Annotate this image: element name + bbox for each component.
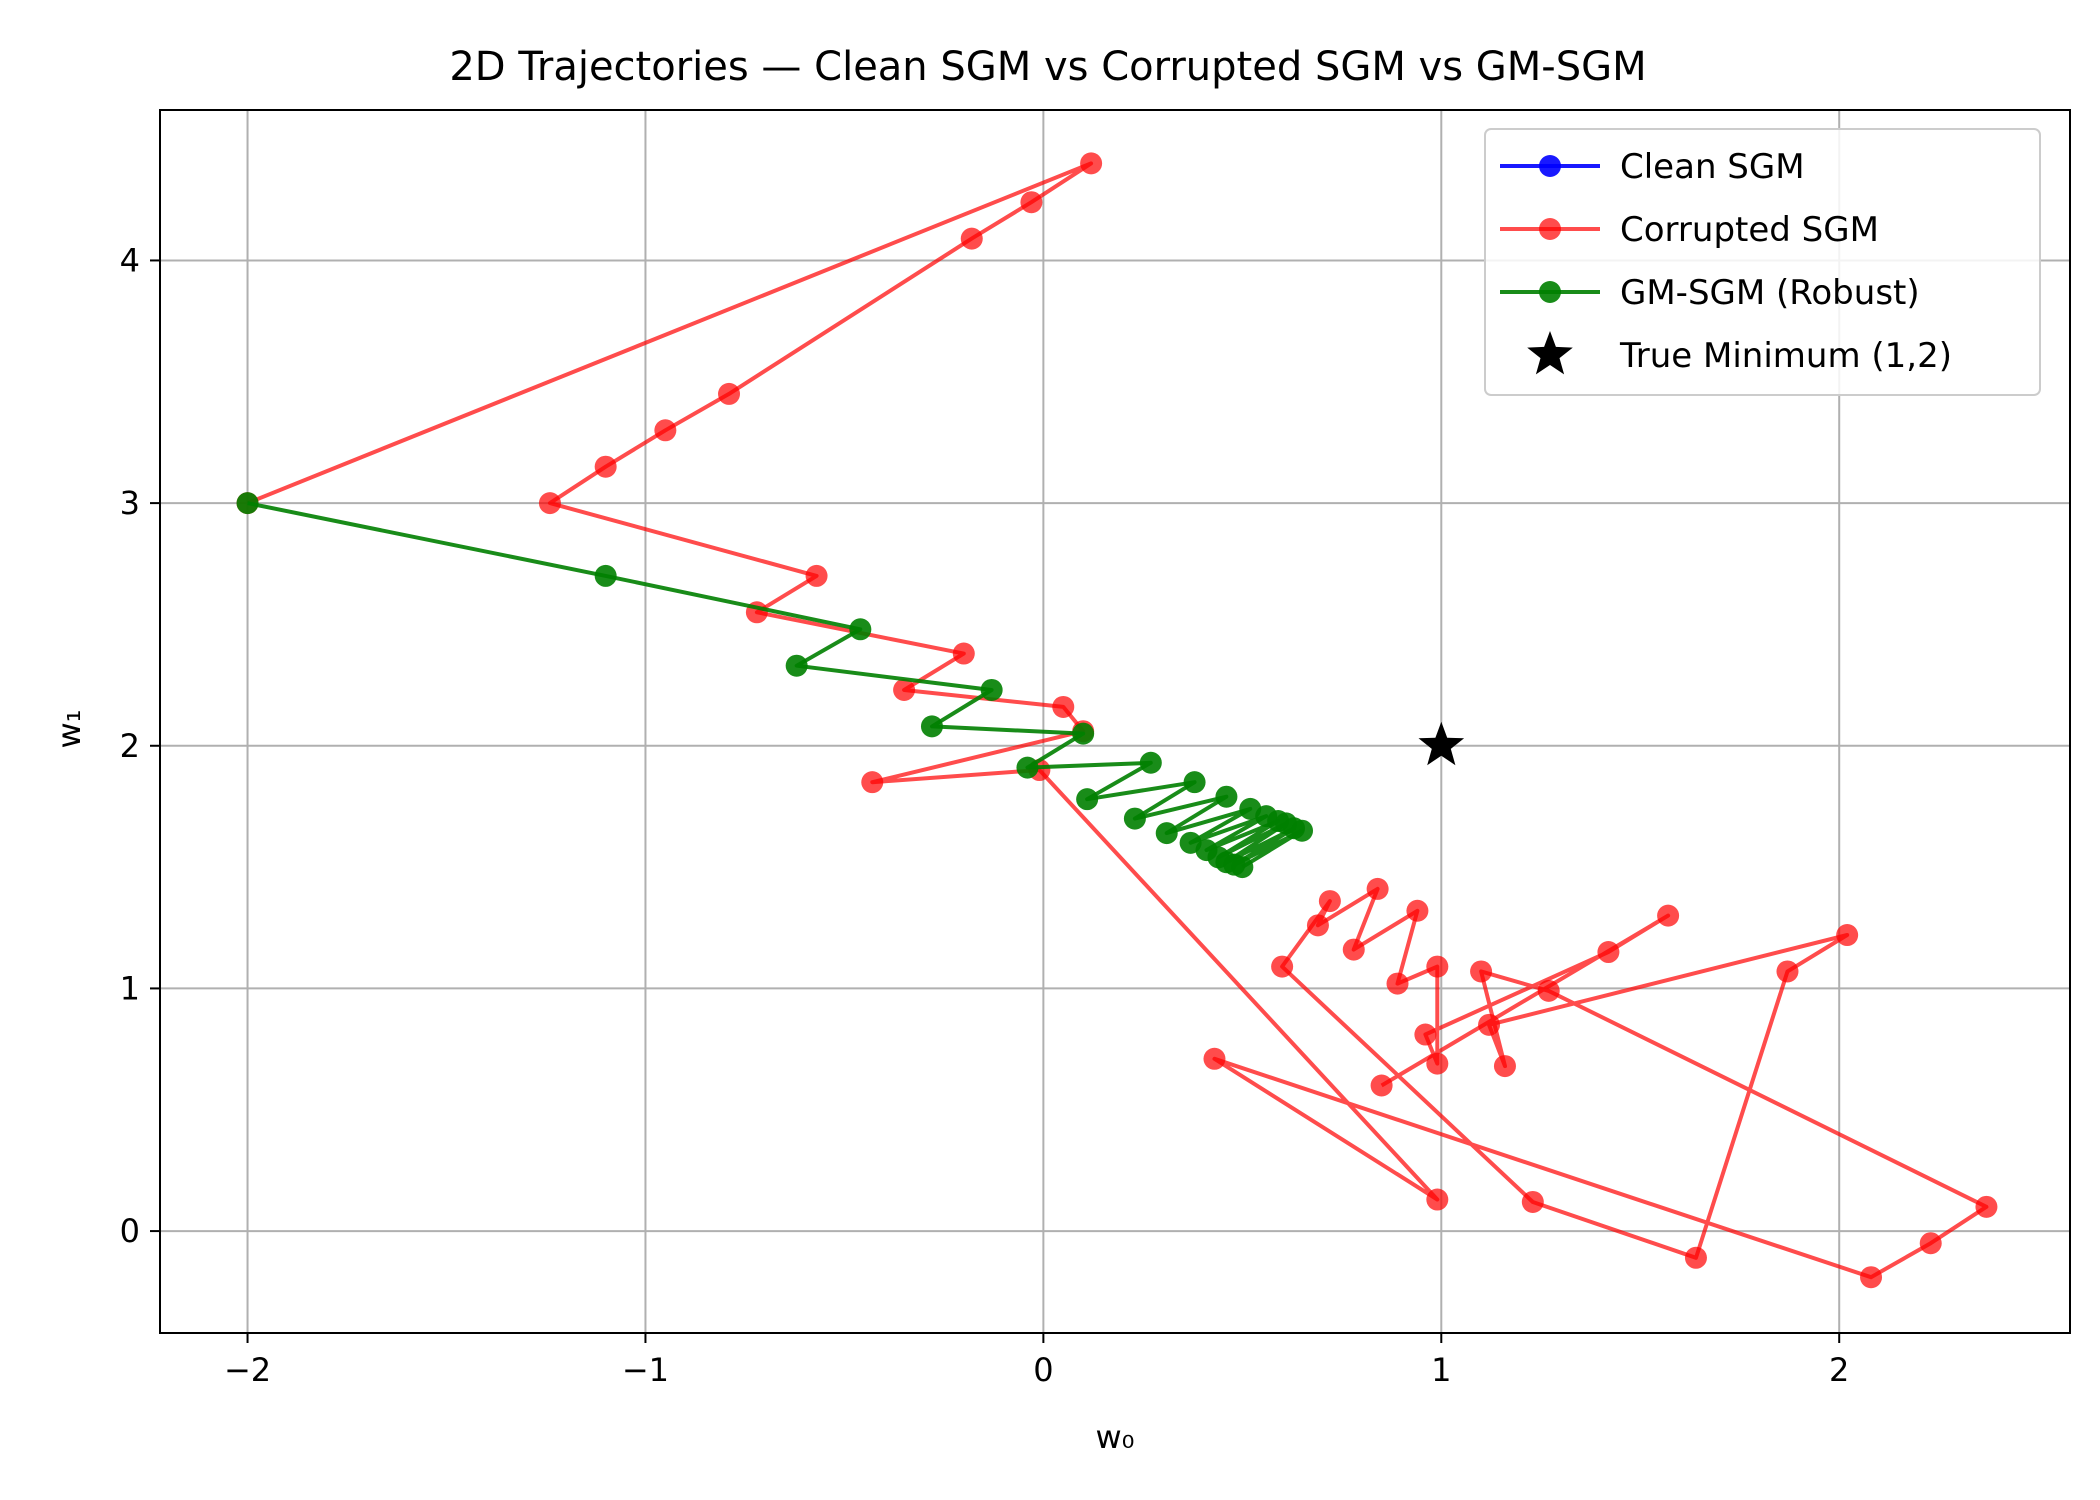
data-point bbox=[1521, 1190, 1544, 1213]
data-point bbox=[594, 564, 617, 587]
y-tick-label: 3 bbox=[120, 484, 140, 522]
legend-item: Corrupted SGM bbox=[1500, 210, 1879, 250]
legend-marker-swatch bbox=[1539, 218, 1561, 240]
data-point bbox=[1080, 152, 1103, 175]
data-point bbox=[1537, 979, 1560, 1002]
x-tick-label: −2 bbox=[224, 1351, 271, 1389]
data-point bbox=[1123, 807, 1146, 830]
chart-title: 2D Trajectories — Clean SGM vs Corrupted… bbox=[449, 44, 1646, 90]
data-point bbox=[1597, 941, 1620, 964]
legend-label: Corrupted SGM bbox=[1620, 210, 1879, 250]
data-point bbox=[654, 419, 677, 442]
y-tick-label: 2 bbox=[120, 727, 140, 765]
data-point bbox=[980, 678, 1003, 701]
data-point bbox=[1139, 751, 1162, 774]
data-point bbox=[1386, 972, 1409, 995]
data-point bbox=[1342, 938, 1365, 961]
data-point bbox=[1016, 756, 1039, 779]
data-point bbox=[1919, 1232, 1942, 1255]
data-point bbox=[1306, 914, 1329, 937]
legend-item: GM-SGM (Robust) bbox=[1500, 273, 1920, 313]
y-axis-label: w₁ bbox=[50, 710, 88, 749]
data-point bbox=[1052, 695, 1075, 718]
legend-label: True Minimum (1,2) bbox=[1619, 336, 1952, 376]
data-point bbox=[1836, 924, 1859, 947]
x-tick-label: 0 bbox=[1033, 1351, 1053, 1389]
data-point bbox=[1291, 819, 1314, 842]
data-point bbox=[952, 642, 975, 665]
data-point bbox=[1426, 955, 1449, 978]
data-point bbox=[1406, 899, 1429, 922]
series-line bbox=[246, 161, 1989, 1280]
data-point bbox=[1183, 771, 1206, 794]
data-point bbox=[1426, 1052, 1449, 1075]
legend-label: GM-SGM (Robust) bbox=[1620, 273, 1920, 313]
data-point bbox=[785, 654, 808, 677]
data-point bbox=[1776, 960, 1799, 983]
plot-frame bbox=[159, 109, 2071, 1334]
data-point bbox=[893, 678, 916, 701]
data-point bbox=[1426, 1188, 1449, 1211]
data-point bbox=[1318, 890, 1341, 913]
data-point bbox=[1076, 788, 1099, 811]
data-point bbox=[1020, 191, 1043, 214]
legend-marker-swatch bbox=[1539, 281, 1561, 303]
legend: Clean SGM Corrupted SGM GM-SGM (Robust) Tru… bbox=[1484, 128, 2041, 396]
series-3 bbox=[1418, 721, 1465, 766]
data-point bbox=[1231, 856, 1254, 879]
data-point bbox=[1975, 1195, 1998, 1218]
data-point bbox=[236, 492, 259, 515]
x-axis-label: w₀ bbox=[1096, 1418, 1135, 1456]
x-tick-label: 1 bbox=[1431, 1351, 1451, 1389]
data-point bbox=[1072, 722, 1095, 745]
legend-box bbox=[1484, 128, 2041, 396]
data-point bbox=[1657, 904, 1680, 927]
data-point bbox=[538, 492, 561, 515]
series-layer bbox=[236, 152, 1998, 1289]
data-point bbox=[805, 564, 828, 587]
legend-marker-swatch bbox=[1539, 155, 1561, 177]
data-point bbox=[1478, 1013, 1501, 1036]
data-point bbox=[849, 618, 872, 641]
data-point bbox=[920, 715, 943, 738]
legend-star-icon bbox=[1527, 331, 1573, 375]
y-tick-label: 1 bbox=[120, 969, 140, 1007]
data-point bbox=[1155, 822, 1178, 845]
data-point bbox=[1203, 1047, 1226, 1070]
legend-label: Clean SGM bbox=[1620, 147, 1805, 187]
data-point bbox=[718, 382, 741, 405]
legend-item: True Minimum (1,2) bbox=[1527, 331, 1952, 376]
axis-ticks: −2 −1 0 1 2 0 1 2 3 4 bbox=[120, 241, 1850, 1389]
series-2 bbox=[236, 492, 1314, 879]
data-point bbox=[1493, 1055, 1516, 1078]
data-point bbox=[1366, 877, 1389, 900]
data-point bbox=[1215, 785, 1238, 808]
data-point bbox=[1860, 1266, 1883, 1289]
data-point bbox=[594, 455, 617, 478]
data-point bbox=[861, 771, 884, 794]
data-point bbox=[1370, 1074, 1393, 1097]
series-1 bbox=[236, 152, 1998, 1289]
data-point bbox=[1414, 1023, 1437, 1046]
data-point bbox=[1684, 1246, 1707, 1269]
x-tick-label: 2 bbox=[1829, 1351, 1849, 1389]
y-tick-label: 4 bbox=[120, 241, 140, 279]
legend-item: Clean SGM bbox=[1500, 147, 1805, 187]
data-point bbox=[960, 227, 983, 250]
y-tick-label: 0 bbox=[120, 1212, 140, 1250]
true-minimum-star-marker bbox=[1418, 721, 1465, 766]
data-point bbox=[1470, 960, 1493, 983]
data-point bbox=[1271, 955, 1294, 978]
x-tick-label: −1 bbox=[622, 1351, 669, 1389]
